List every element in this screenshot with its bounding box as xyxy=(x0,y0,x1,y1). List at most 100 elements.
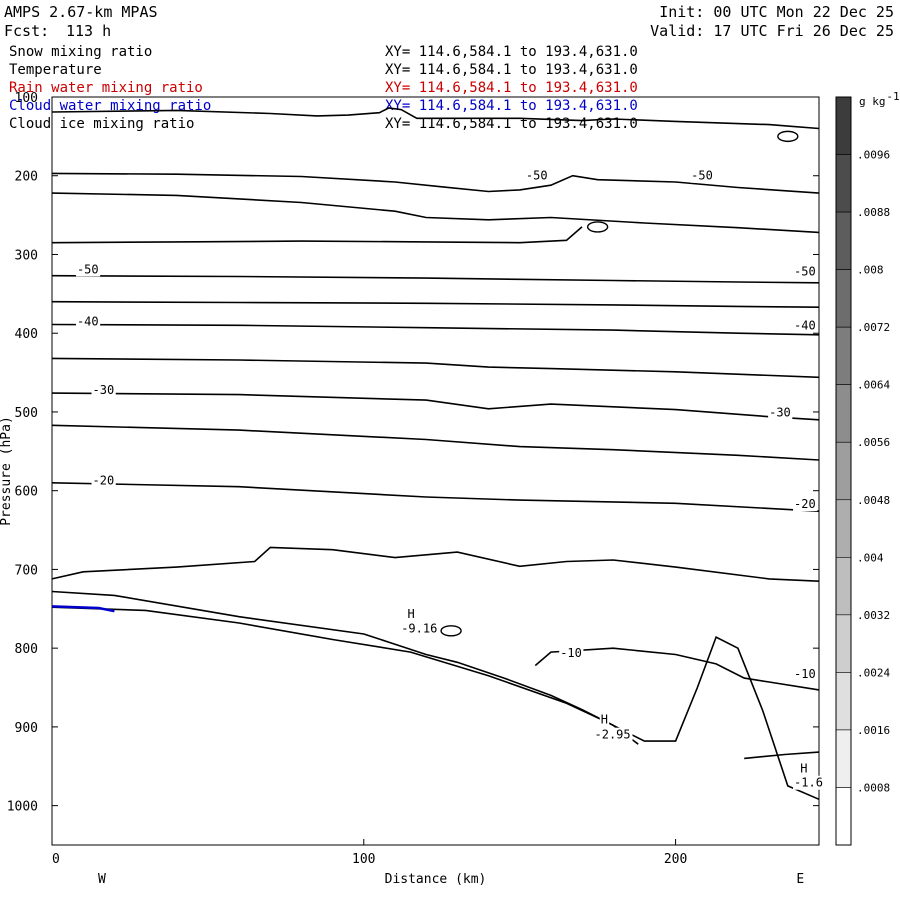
contour-island xyxy=(777,130,799,143)
colorbar-label: .0088 xyxy=(857,206,890,219)
y-tick-label: 900 xyxy=(15,721,38,736)
colorbar-label: .008 xyxy=(857,264,884,277)
field-name-rain: Rain water mixing ratio xyxy=(9,80,203,96)
field-xy-temperature: XY= 114.6,584.1 to 193.4,631.0 xyxy=(385,62,638,78)
colorbar-label: .004 xyxy=(857,551,884,564)
contour-label: -10 xyxy=(794,667,816,681)
y-tick-label: 200 xyxy=(15,170,38,185)
contour-label-bg xyxy=(793,264,818,279)
colorbar-swatch xyxy=(835,269,852,328)
contour-label-bg xyxy=(793,318,818,333)
y-tick-label: 400 xyxy=(15,327,38,342)
colorbar-swatch xyxy=(835,96,852,155)
contour-label: -50 xyxy=(691,169,713,183)
forecast-value: 113 h xyxy=(66,22,112,40)
contour-label-bg xyxy=(75,314,101,329)
temperature-contour xyxy=(51,274,820,284)
y-tick-label: 100 xyxy=(15,91,38,106)
colorbar-swatch xyxy=(835,211,852,270)
y-tick-label: 800 xyxy=(15,642,38,657)
contour-island xyxy=(586,221,609,233)
direction-west: W xyxy=(98,872,106,887)
init-time: Init: 00 UTC Mon 22 Dec 25 xyxy=(659,3,894,21)
colorbar-swatch xyxy=(835,499,852,558)
contour-label-bg xyxy=(593,727,633,742)
colorbar-label: .0024 xyxy=(857,666,890,679)
contour-label: -50 xyxy=(77,262,99,276)
colorbar-swatch xyxy=(835,154,852,213)
temperature-contour xyxy=(51,590,639,745)
contour-label: -30 xyxy=(93,383,115,397)
temperature-contour xyxy=(51,482,820,512)
y-tick-label: 500 xyxy=(15,406,38,421)
contour-label: H xyxy=(800,762,807,776)
contour-label: -2.95 xyxy=(595,728,631,742)
temperature-contour xyxy=(51,300,820,308)
contour-label-bg xyxy=(559,645,584,660)
x-tick-label: 0 xyxy=(52,852,60,867)
y-tick-label: 700 xyxy=(15,563,38,578)
contour-label-bg xyxy=(91,473,116,488)
colorbar-label: .0056 xyxy=(857,436,890,449)
contour-label-bg xyxy=(75,262,101,277)
contour-label: -50 xyxy=(526,169,548,183)
contour-label: -20 xyxy=(794,497,816,511)
model-title: AMPS 2.67-km MPAS xyxy=(4,3,158,21)
colorbar-swatch xyxy=(835,441,852,501)
temperature-contour xyxy=(51,107,820,130)
contour-label: -20 xyxy=(93,473,115,487)
contour-label-bg xyxy=(793,667,818,682)
colorbar-swatch xyxy=(835,557,852,616)
colorbar-label: .0064 xyxy=(857,379,890,392)
plot-frame xyxy=(51,96,820,846)
contour-label-bg xyxy=(793,497,818,512)
field-name-snow: Snow mixing ratio xyxy=(9,44,153,60)
contour-label-bg xyxy=(599,712,610,727)
contour-label-bg xyxy=(793,775,825,790)
contour-label: -9.16 xyxy=(401,621,437,635)
field-xy-rain: XY= 114.6,584.1 to 193.4,631.0 xyxy=(385,80,638,96)
colorbar-swatch xyxy=(835,729,852,788)
contour-label: -40 xyxy=(794,318,816,332)
temperature-contour xyxy=(51,323,820,336)
field-name-temperature: Temperature xyxy=(9,62,102,78)
field-name-cloud-ice: Cloud ice mixing ratio xyxy=(9,116,195,132)
terrain-line xyxy=(51,606,820,801)
contour-island xyxy=(440,625,462,637)
colorbar-swatch xyxy=(835,614,852,673)
x-axis-label: Distance (km) xyxy=(385,872,487,887)
contour-label-bg xyxy=(690,168,715,183)
temperature-contour xyxy=(51,546,820,582)
colorbar-unit: g kg xyxy=(859,95,886,108)
temperature-contour xyxy=(51,192,820,234)
contour-label: -1.6 xyxy=(794,776,823,790)
contour-label-bg xyxy=(768,405,793,420)
field-xy-snow: XY= 114.6,584.1 to 193.4,631.0 xyxy=(385,44,638,60)
contour-label: H xyxy=(407,607,414,621)
contour-label: -10 xyxy=(560,646,582,660)
colorbar-swatch xyxy=(835,672,852,731)
y-tick-label: 300 xyxy=(15,248,38,263)
y-tick-label: 600 xyxy=(15,485,38,500)
colorbar-swatch xyxy=(835,384,852,443)
direction-east: E xyxy=(796,872,804,887)
cloud-water-contour xyxy=(51,605,115,613)
valid-time: Valid: 17 UTC Fri 26 Dec 25 xyxy=(650,22,894,40)
colorbar-label: .0016 xyxy=(857,724,890,737)
contour-label-bg xyxy=(91,382,116,397)
temperature-contour xyxy=(51,392,820,421)
colorbar-frame xyxy=(835,96,852,846)
contour-label-bg xyxy=(524,168,550,183)
contour-label-bg xyxy=(400,621,440,636)
contour-label: -50 xyxy=(794,265,816,279)
colorbar-unit-exp: -1 xyxy=(886,90,899,103)
colorbar-label: .0048 xyxy=(857,494,890,507)
contour-label-bg xyxy=(406,607,416,622)
colorbar-label: .0072 xyxy=(857,321,890,334)
temperature-contour xyxy=(51,424,820,461)
temperature-contour xyxy=(744,751,820,760)
x-tick-label: 200 xyxy=(664,852,687,867)
colorbar-swatch xyxy=(835,787,852,846)
x-tick-label: 100 xyxy=(352,852,375,867)
